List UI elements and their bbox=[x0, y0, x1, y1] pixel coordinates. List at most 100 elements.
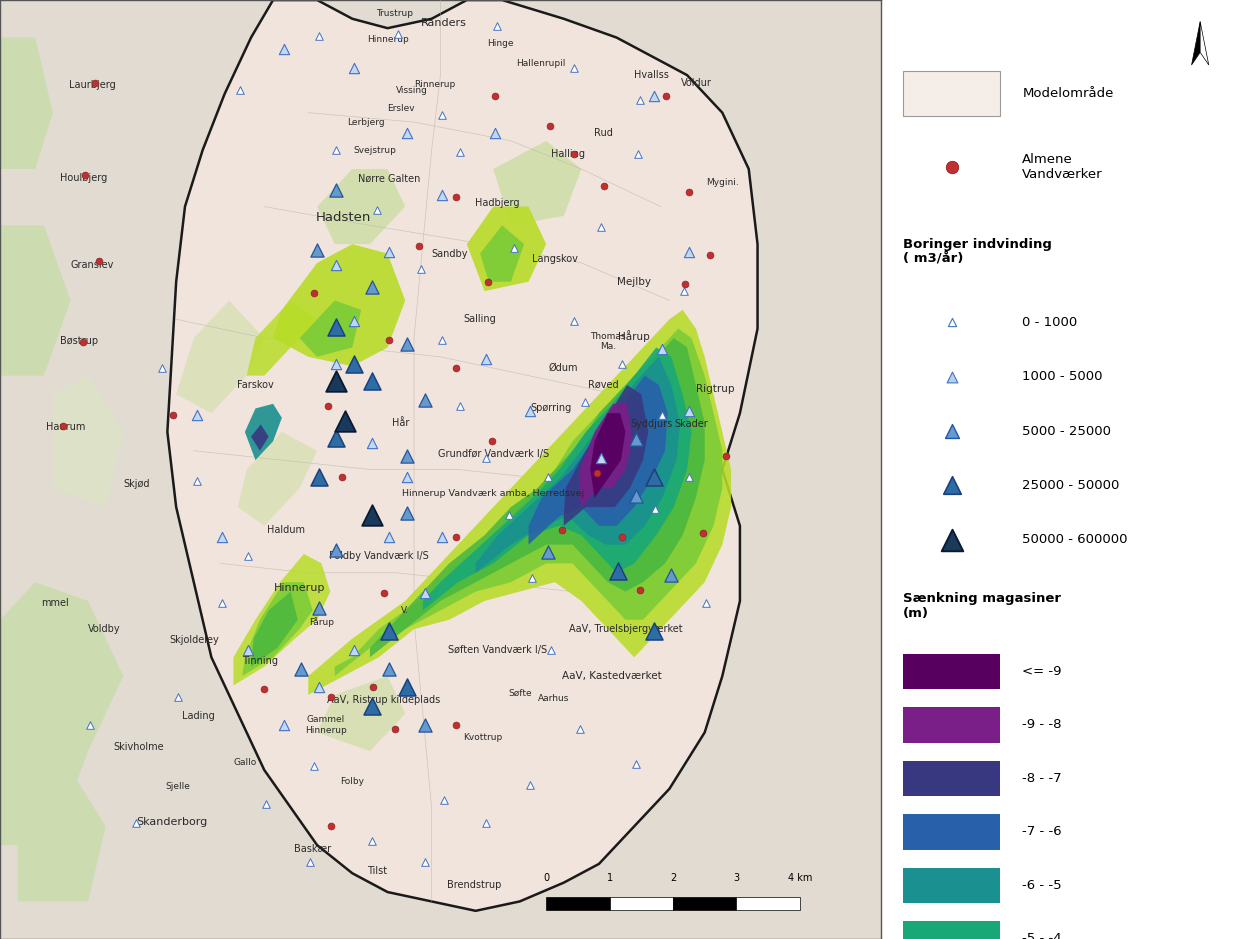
Text: Hallenrupil: Hallenrupil bbox=[516, 59, 565, 69]
Point bbox=[450, 145, 470, 160]
Point bbox=[611, 357, 632, 372]
Point bbox=[336, 413, 356, 428]
Point bbox=[238, 548, 258, 563]
Text: 0 - 1000: 0 - 1000 bbox=[1022, 316, 1078, 329]
Text: Granslev: Granslev bbox=[71, 260, 114, 269]
Text: Modelområde: Modelområde bbox=[1022, 87, 1114, 100]
Polygon shape bbox=[467, 207, 546, 291]
Point bbox=[327, 357, 347, 372]
Bar bbox=[673, 897, 737, 910]
Text: mmel: mmel bbox=[41, 598, 69, 608]
Polygon shape bbox=[480, 225, 524, 282]
Point bbox=[941, 423, 961, 439]
Point bbox=[212, 595, 232, 610]
Polygon shape bbox=[370, 338, 704, 657]
Polygon shape bbox=[242, 582, 313, 676]
Text: 1000 - 5000: 1000 - 5000 bbox=[1022, 370, 1103, 383]
Point bbox=[476, 815, 496, 830]
Point bbox=[626, 757, 647, 772]
Polygon shape bbox=[251, 424, 268, 451]
Text: Vissing: Vissing bbox=[396, 85, 429, 95]
Point bbox=[564, 314, 584, 329]
Point bbox=[626, 488, 647, 503]
Polygon shape bbox=[335, 329, 722, 676]
Point bbox=[307, 242, 327, 257]
Point bbox=[362, 834, 382, 849]
Point bbox=[538, 545, 558, 560]
Text: Fårup: Fårup bbox=[309, 617, 335, 626]
Text: 50000 - 600000: 50000 - 600000 bbox=[1022, 533, 1128, 546]
Point bbox=[327, 374, 347, 389]
Point bbox=[229, 83, 249, 98]
Text: Lerbjerg: Lerbjerg bbox=[347, 117, 385, 127]
FancyBboxPatch shape bbox=[903, 707, 1000, 743]
Point bbox=[327, 543, 347, 558]
Point bbox=[432, 530, 452, 545]
Polygon shape bbox=[308, 310, 730, 695]
Text: -8 - -7: -8 - -7 bbox=[1022, 772, 1061, 785]
Polygon shape bbox=[1192, 22, 1200, 65]
Text: Trustrup: Trustrup bbox=[376, 8, 413, 18]
Text: AaV, Truelsbjergværket: AaV, Truelsbjergværket bbox=[569, 624, 682, 634]
Text: Skader: Skader bbox=[674, 420, 708, 429]
Point bbox=[380, 530, 400, 545]
Text: Folby: Folby bbox=[341, 777, 365, 786]
Text: -5 - -4: -5 - -4 bbox=[1022, 932, 1061, 939]
Point bbox=[941, 478, 961, 493]
Text: Hadbjerg: Hadbjerg bbox=[475, 198, 520, 208]
Point bbox=[541, 642, 561, 657]
Point bbox=[941, 532, 961, 547]
Polygon shape bbox=[247, 300, 317, 376]
Polygon shape bbox=[18, 770, 105, 901]
Text: Skivholme: Skivholme bbox=[114, 742, 164, 751]
Point bbox=[362, 507, 382, 522]
Text: Bøstrup: Bøstrup bbox=[60, 336, 98, 346]
Text: Rigtrup: Rigtrup bbox=[695, 384, 734, 393]
Text: Nørre Galten: Nørre Galten bbox=[358, 174, 421, 183]
Point bbox=[125, 815, 145, 830]
Point bbox=[397, 470, 417, 485]
Text: Mejlby: Mejlby bbox=[618, 277, 652, 286]
Point bbox=[644, 88, 664, 103]
Text: Foldby Vandværk I/S: Foldby Vandværk I/S bbox=[328, 551, 429, 561]
Point bbox=[450, 398, 470, 413]
Point bbox=[380, 244, 400, 259]
Text: Randers: Randers bbox=[421, 19, 467, 28]
Point bbox=[941, 315, 961, 330]
Polygon shape bbox=[590, 413, 625, 498]
Polygon shape bbox=[168, 0, 758, 911]
FancyBboxPatch shape bbox=[903, 71, 1000, 116]
Point bbox=[308, 680, 328, 695]
Polygon shape bbox=[233, 554, 331, 685]
Polygon shape bbox=[494, 141, 581, 225]
Polygon shape bbox=[317, 676, 405, 751]
Text: Tinning: Tinning bbox=[242, 656, 278, 666]
Text: Houlbjerg: Houlbjerg bbox=[60, 174, 108, 183]
Text: Syddjurs: Syddjurs bbox=[630, 420, 673, 429]
Point bbox=[345, 642, 365, 657]
Text: Gammel
Hinnerup: Gammel Hinnerup bbox=[304, 716, 347, 734]
Text: Baskær: Baskær bbox=[294, 844, 331, 854]
Point bbox=[362, 436, 382, 451]
Text: 2: 2 bbox=[670, 872, 677, 883]
Point bbox=[575, 394, 595, 409]
Text: Laurbjerg: Laurbjerg bbox=[69, 80, 115, 89]
Text: Skanderborg: Skanderborg bbox=[137, 817, 208, 826]
Point bbox=[327, 182, 347, 197]
Point bbox=[415, 717, 435, 732]
Text: -9 - -8: -9 - -8 bbox=[1022, 718, 1061, 731]
Text: Skjød: Skjød bbox=[123, 479, 150, 488]
Point bbox=[434, 793, 454, 808]
Text: Hår: Hår bbox=[392, 418, 410, 427]
Point bbox=[538, 470, 558, 485]
Text: Hinnerup: Hinnerup bbox=[274, 583, 326, 593]
Text: AaV, Ristrup kildeplads: AaV, Ristrup kildeplads bbox=[327, 695, 440, 704]
Point bbox=[570, 721, 590, 736]
Polygon shape bbox=[177, 300, 264, 413]
Point bbox=[628, 146, 648, 162]
Bar bbox=[737, 897, 799, 910]
Text: Aarhus: Aarhus bbox=[538, 694, 569, 703]
Polygon shape bbox=[273, 244, 405, 366]
Point bbox=[308, 601, 328, 616]
Point bbox=[415, 586, 435, 601]
